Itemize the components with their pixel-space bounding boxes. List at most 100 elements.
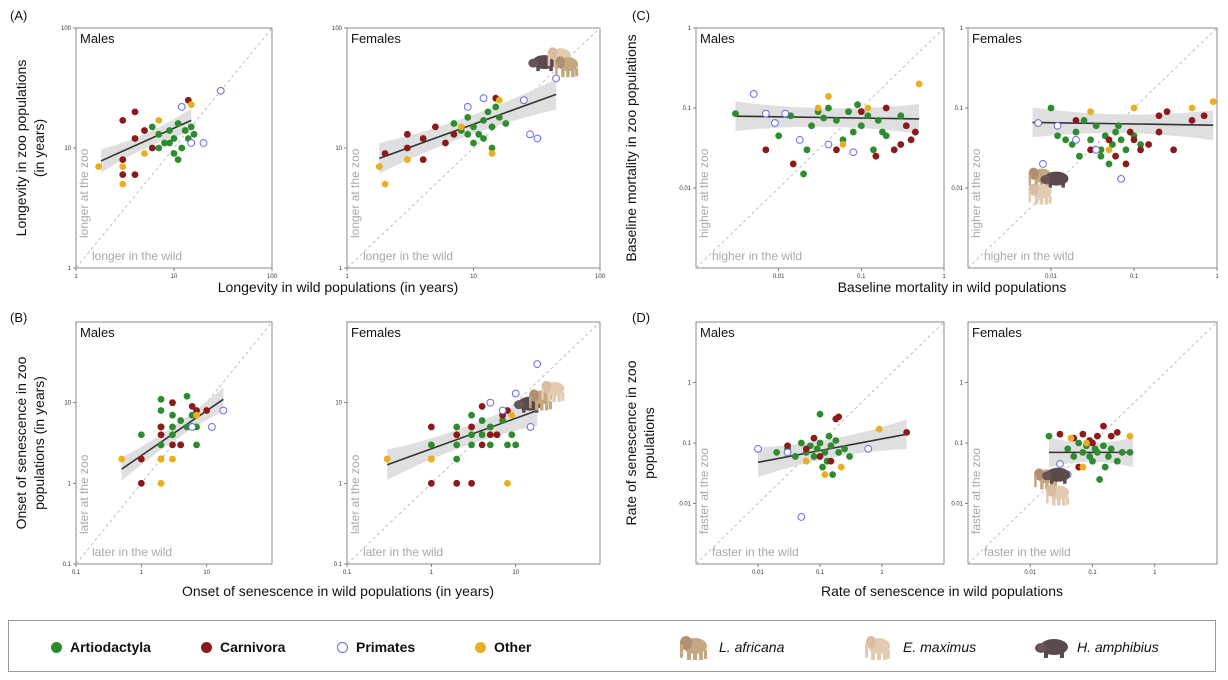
plot-frame (695, 27, 945, 269)
data-point-primates (498, 406, 507, 415)
data-point-artiodactyla (512, 441, 520, 449)
data-point-primates (1053, 121, 1062, 130)
data-point-primates (754, 444, 762, 453)
legend-label: Primates (356, 639, 416, 655)
data-point-artiodactyla (835, 448, 843, 456)
data-point-primates (781, 109, 790, 118)
data-point-carnivora (907, 136, 915, 144)
panel-title: Males (80, 325, 115, 340)
data-point-other (825, 92, 832, 100)
data-point-artiodactyla (1109, 141, 1116, 148)
data-point-other (1126, 432, 1134, 440)
data-point-carnivora (872, 152, 880, 160)
zone-upper-label: faster at the zoo (969, 448, 983, 534)
data-point-artiodactyla (155, 144, 163, 152)
data-point-artiodactyla (1062, 136, 1070, 144)
data-point-artiodactyla (190, 130, 198, 138)
data-point-carnivora (802, 445, 810, 453)
zone-lower-label: higher in the wild (984, 249, 1074, 263)
data-point-artiodactyla (174, 156, 182, 164)
data-point-artiodactyla (453, 441, 461, 449)
data-point-artiodactyla (1080, 116, 1088, 124)
elephant-icon (865, 636, 890, 660)
data-point-artiodactyla (775, 132, 783, 140)
panel-title: Females (351, 325, 401, 340)
data-point-artiodactyla (499, 417, 507, 424)
data-point-carnivora (453, 479, 461, 487)
y-axis-title: Rate of senescence in zoo (623, 360, 639, 525)
x-axis-title: Onset of senescence in wild populations … (182, 583, 494, 599)
data-point-artiodactyla (488, 123, 496, 131)
y-tick-label: 0.1 (683, 106, 692, 112)
y-axis-title: populations (in years) (31, 376, 47, 510)
data-point-primates (463, 103, 472, 111)
data-point-carnivora (478, 402, 486, 410)
data-point-primates (199, 139, 208, 147)
data-point-carnivora (188, 402, 196, 410)
data-point-carnivora (137, 455, 145, 463)
x-tick-label: 0.01 (752, 570, 764, 576)
data-point-artiodactyla (1045, 432, 1053, 440)
x-tick-label: 10 (171, 274, 178, 280)
data-point-other (1087, 108, 1095, 116)
legend-carnivora: Carnivora (201, 621, 285, 673)
data-point-primates (552, 74, 561, 83)
data-point-artiodactyla (1087, 136, 1095, 144)
data-point-carnivora (403, 144, 411, 152)
data-point-primates (824, 140, 833, 149)
data-point-carnivora (1094, 432, 1101, 440)
data-point-artiodactyla (849, 128, 857, 136)
data-point-artiodactyla (1072, 128, 1080, 136)
y-tick-label: 1 (688, 381, 692, 387)
legend-label: H. amphibius (1077, 639, 1159, 655)
data-point-carnivora (403, 130, 411, 138)
legend-l-africana: L. africana (677, 621, 784, 673)
data-point-carnivora (1089, 439, 1096, 447)
data-point-primates (1039, 160, 1047, 168)
data-point-artiodactyla (161, 139, 168, 147)
data-point-artiodactyla (464, 113, 472, 121)
legend-label: Carnivora (220, 639, 286, 655)
data-point-artiodactyla (808, 122, 815, 130)
data-point-primates (219, 406, 228, 415)
data-point-primates (188, 423, 197, 431)
data-point-artiodactyla (468, 411, 475, 419)
data-point-carnivora (1130, 136, 1138, 144)
data-point-primates (1056, 460, 1064, 468)
y-tick-label: 10 (64, 401, 71, 407)
panel-label: (A) (10, 8, 27, 23)
panel-5: 0.1 1 10 0.1 1 10 Females later in the wildlate… (334, 321, 601, 576)
identity-line (346, 27, 601, 269)
elephant-icon (1028, 183, 1052, 205)
zone-lower-label: longer in the wild (92, 249, 182, 263)
data-point-artiodactyla (864, 112, 872, 120)
elephant-icon (541, 380, 565, 402)
data-point-carnivora (119, 171, 127, 179)
zone-upper-label: longer at the zoo (348, 148, 362, 238)
data-point-artiodactyla (870, 146, 877, 154)
legend-e-maximus: E. maximus (861, 621, 976, 673)
hippo-icon (1035, 639, 1068, 658)
zone-upper-label: higher at the zoo (697, 148, 711, 238)
data-point-carnivora (119, 156, 127, 164)
data-point-artiodactyla (170, 150, 178, 157)
y-axis-title: Longevity in zoo populations (13, 60, 29, 237)
data-point-artiodactyla (882, 132, 890, 140)
x-tick-label: 100 (595, 274, 606, 280)
zone-upper-label: longer at the zoo (77, 148, 91, 238)
data-point-carnivora (137, 479, 145, 487)
data-point-primates (207, 423, 216, 431)
data-point-carnivora (1170, 146, 1178, 154)
data-point-artiodactyla (1092, 122, 1100, 130)
data-point-carnivora (882, 104, 890, 112)
data-point-carnivora (810, 434, 818, 442)
data-point-artiodactyla (157, 395, 165, 403)
x-tick-label: 0.1 (72, 570, 81, 576)
data-point-artiodactyla (169, 431, 176, 439)
data-point-artiodactyla (453, 423, 461, 431)
data-point-carnivora (169, 441, 176, 449)
data-point-carnivora (419, 156, 427, 164)
data-point-artiodactyla (1104, 453, 1112, 460)
data-point-artiodactyla (166, 139, 173, 147)
